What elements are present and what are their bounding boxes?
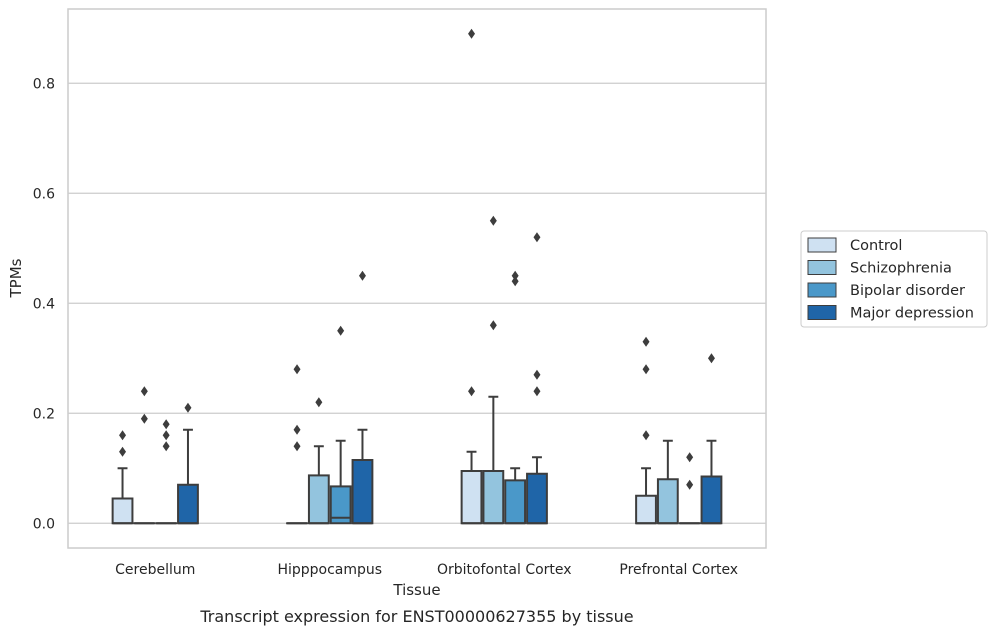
box-group — [133, 386, 156, 525]
box-group — [155, 419, 178, 525]
box — [460, 470, 483, 525]
box-group — [111, 430, 134, 525]
y-tick-label: 0.2 — [33, 406, 55, 422]
x-axis-label: Tissue — [392, 581, 440, 599]
outlier-point — [707, 353, 715, 364]
y-tick-label: 0.0 — [33, 516, 55, 532]
outlier-point — [468, 28, 476, 39]
outlier-point — [293, 424, 301, 435]
outlier-point — [468, 386, 476, 397]
box-group — [177, 402, 199, 525]
box — [482, 470, 505, 525]
x-tick-label: Orbitofontal Cortex — [437, 562, 572, 578]
box — [526, 472, 548, 525]
x-tick-label: Prefrontal Cortex — [619, 562, 738, 578]
box — [351, 459, 374, 525]
x-axis-ticks: Cerebellum Hipppocampus Orbitofontal Corte… — [115, 562, 738, 578]
x-tick-label: Cerebellum — [115, 562, 195, 578]
outlier-point — [533, 232, 541, 243]
outlier-point — [489, 320, 497, 331]
outlier-point — [686, 452, 694, 463]
outlier-point — [533, 386, 541, 397]
legend: Control Schizophrenia Bipolar disorder Majo… — [800, 230, 988, 328]
box-group — [351, 270, 374, 525]
outlier-point — [119, 430, 127, 441]
y-tick-label: 0.6 — [33, 186, 55, 202]
box — [329, 485, 352, 525]
box-group — [635, 336, 657, 525]
outlier-point — [293, 364, 301, 375]
legend-frame — [800, 230, 988, 328]
box-plot-area — [111, 28, 723, 525]
x-tick-label: Hipppocampus — [277, 562, 382, 578]
outlier-point — [140, 386, 148, 397]
legend-swatch — [807, 260, 837, 275]
box-group — [656, 439, 679, 525]
legend-swatch — [807, 305, 837, 320]
legend-swatch — [807, 282, 837, 298]
outlier-point — [533, 369, 541, 380]
box-group — [307, 397, 330, 525]
outlier-point — [489, 215, 497, 226]
outlier-point — [642, 430, 650, 441]
outlier-point — [642, 364, 650, 375]
box — [700, 475, 723, 525]
outlier-point — [337, 325, 345, 336]
y-axis-label: TPMs — [7, 258, 25, 298]
outlier-point — [293, 441, 301, 452]
box-group — [700, 353, 723, 525]
legend-label: Control — [850, 238, 902, 254]
box-group — [329, 325, 352, 525]
outlier-point — [315, 397, 323, 408]
outlier-point — [358, 270, 366, 281]
outlier-point — [162, 419, 170, 430]
outlier-point — [119, 446, 127, 457]
outlier-point — [511, 270, 519, 281]
box — [307, 474, 330, 525]
outlier-point — [140, 413, 148, 424]
y-axis-ticks: 0.0 0.2 0.4 0.6 0.8 — [33, 76, 55, 532]
outlier-point — [162, 441, 170, 452]
legend-label: Major depression — [850, 306, 974, 322]
box-group — [678, 452, 701, 525]
legend-label: Schizophrenia — [850, 261, 952, 277]
box-group — [460, 28, 483, 525]
box-group — [286, 364, 308, 525]
box — [177, 483, 199, 525]
outlier-point — [162, 430, 170, 441]
box — [635, 494, 657, 525]
chart-caption: Transcript expression for ENST0000062735… — [199, 607, 633, 626]
box-group — [482, 215, 505, 525]
y-tick-label: 0.8 — [33, 76, 55, 92]
legend-label: Bipolar disorder — [850, 283, 965, 299]
box-group — [526, 232, 548, 525]
outlier-point — [184, 402, 192, 413]
outlier-point — [686, 479, 694, 490]
box-group — [504, 270, 527, 525]
plot-frame — [67, 8, 767, 549]
outlier-point — [642, 336, 650, 347]
box — [656, 478, 679, 525]
legend-swatch — [807, 237, 837, 253]
y-tick-label: 0.4 — [33, 296, 55, 312]
box — [111, 497, 134, 525]
outlier-point — [511, 276, 519, 287]
box — [504, 479, 527, 525]
grid-lines — [68, 82, 766, 524]
